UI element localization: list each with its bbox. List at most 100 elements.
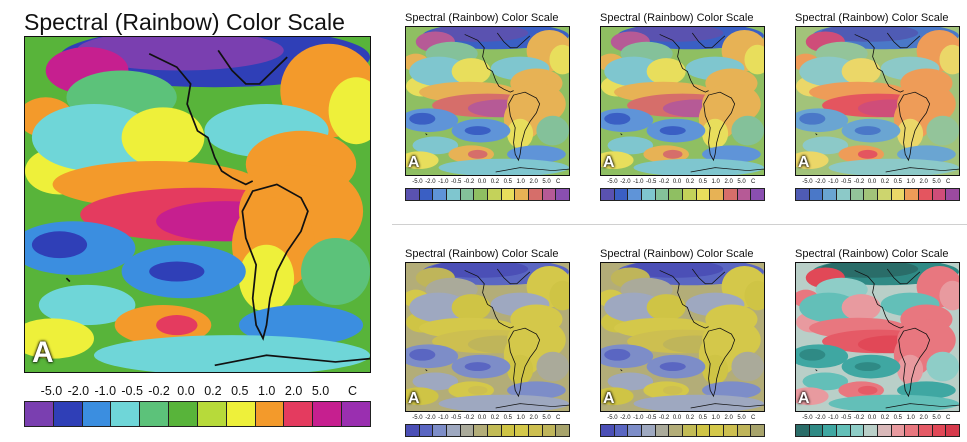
field-region: [149, 261, 205, 282]
coastline: [659, 270, 709, 329]
field-region: [702, 145, 761, 164]
panel-title: Spectral (Rainbow) Color Scale: [600, 248, 754, 260]
colorbar-swatch: [460, 425, 475, 436]
field-region: [430, 263, 529, 278]
colorbar-swatch: [488, 189, 502, 200]
field-region: [702, 381, 761, 400]
colorbar: [795, 188, 960, 201]
colorbar-swatch: [796, 189, 810, 200]
coastline: [65, 277, 71, 283]
colorbar: [405, 424, 570, 437]
colorbar-tick-label: -5.0: [802, 415, 813, 421]
panel-letter: A: [408, 154, 420, 171]
coastline: [815, 369, 818, 372]
field-region: [467, 385, 488, 395]
colorbar-tick-label: -2.0: [620, 179, 631, 185]
field-region: [744, 44, 764, 75]
colorbar-swatch: [642, 189, 656, 200]
colorbar-tick-label: 2.0: [284, 384, 303, 398]
colorbar-swatch: [837, 425, 851, 436]
coastline: [691, 32, 726, 49]
coastline: [854, 270, 904, 329]
coastline: [690, 403, 764, 409]
panel-letter: A: [603, 154, 615, 171]
field-region: [464, 362, 491, 372]
colorbar-tick-label: -0.2: [463, 179, 475, 185]
field-region: [406, 387, 439, 406]
colorbar-tick-label: 0.5: [503, 179, 512, 185]
panel-title: Spectral (Rainbow) Color Scale: [405, 248, 559, 260]
coastline: [148, 53, 254, 186]
colorbar-tick-label: 0.2: [490, 179, 500, 185]
coastline: [508, 91, 541, 162]
field-region: [625, 263, 724, 278]
colorbar-swatch: [406, 189, 420, 200]
field-region: [601, 387, 634, 406]
colorbar-swatch: [737, 425, 752, 436]
colorbar: [600, 424, 765, 437]
colorbar-swatch: [823, 425, 838, 436]
field-region: [659, 362, 686, 372]
colorbar-swatch: [837, 189, 851, 200]
colorbar-tick-label: 0.0: [867, 415, 877, 421]
colorbar-swatch: [255, 402, 285, 426]
colorbar-swatch: [724, 189, 738, 200]
coastline: [854, 34, 904, 93]
field-region: [897, 381, 956, 400]
colorbar-tick-label: -1.0: [438, 415, 449, 421]
field-region: [467, 149, 488, 159]
field-region: [607, 372, 654, 391]
colorbar-swatch: [501, 189, 516, 200]
colorbar-swatch: [419, 425, 434, 436]
colorbar-swatch: [669, 425, 684, 436]
panel-letter: A: [408, 390, 420, 407]
colorbar-swatch: [710, 425, 725, 436]
colorbar-swatch: [932, 425, 947, 436]
colorbar-tick-label: -1.0: [633, 179, 644, 185]
field-region: [121, 107, 205, 168]
map-field: [406, 263, 569, 411]
panel-letter: A: [32, 336, 54, 369]
colorbar-swatch: [905, 189, 920, 200]
colorbar-swatch: [529, 425, 543, 436]
map-panel-variant-1: Spectral (Rainbow) Color Scale A -5.0 -2.0-…: [395, 0, 585, 206]
colorbar-tick-label: 2.0: [724, 415, 733, 421]
coastline: [885, 403, 959, 409]
choropleth-map: [24, 36, 371, 373]
colorbar-swatch: [447, 425, 461, 436]
colorbar-tick-label: 0.0: [477, 415, 487, 421]
field-region: [926, 115, 959, 146]
colorbar-tick-label: 0.2: [204, 384, 222, 398]
map-panel-main: Spectral (Rainbow) Color Scale A -5.0 -2.…: [0, 0, 392, 442]
colorbar-tick-label: -0.5: [841, 179, 852, 185]
field-region: [438, 394, 569, 411]
colorbar-swatch: [850, 425, 865, 436]
field-region: [409, 112, 436, 125]
field-region: [799, 112, 826, 125]
colorbar-swatch: [932, 189, 947, 200]
colorbar-tick-labels: -5.0 -2.0 -1.0 -0.5 -0.2 0.0 0.2 0.5 1.0 2.0 5.0: [606, 179, 748, 185]
colorbar-swatch: [82, 402, 112, 426]
choropleth-map: [795, 26, 960, 176]
coastline: [217, 49, 288, 85]
colorbar-tick-label: 0.5: [698, 179, 707, 185]
colorbar-tick-label: -1.0: [633, 415, 644, 421]
colorbar-swatch: [433, 425, 448, 436]
colorbar-swatch: [111, 402, 141, 426]
colorbar-tick-label: -2.0: [815, 415, 826, 421]
panel-letter: A: [798, 390, 810, 407]
colorbar-tick-label: 0.2: [880, 179, 890, 185]
colorbar-tick-label: 2.0: [529, 179, 538, 185]
coastline: [620, 133, 623, 136]
colorbar-swatch: [796, 425, 810, 436]
colorbar-tick-label: -5.0: [40, 384, 63, 398]
colorbar-swatch: [197, 402, 227, 426]
coastline: [659, 34, 709, 93]
colorbar-swatch: [447, 189, 461, 200]
map-field: [25, 37, 370, 372]
colorbar-swatch: [891, 425, 906, 436]
coastline: [886, 32, 921, 49]
coastline: [464, 34, 514, 93]
colorbar-swatch: [169, 402, 198, 426]
coastline: [815, 133, 818, 136]
